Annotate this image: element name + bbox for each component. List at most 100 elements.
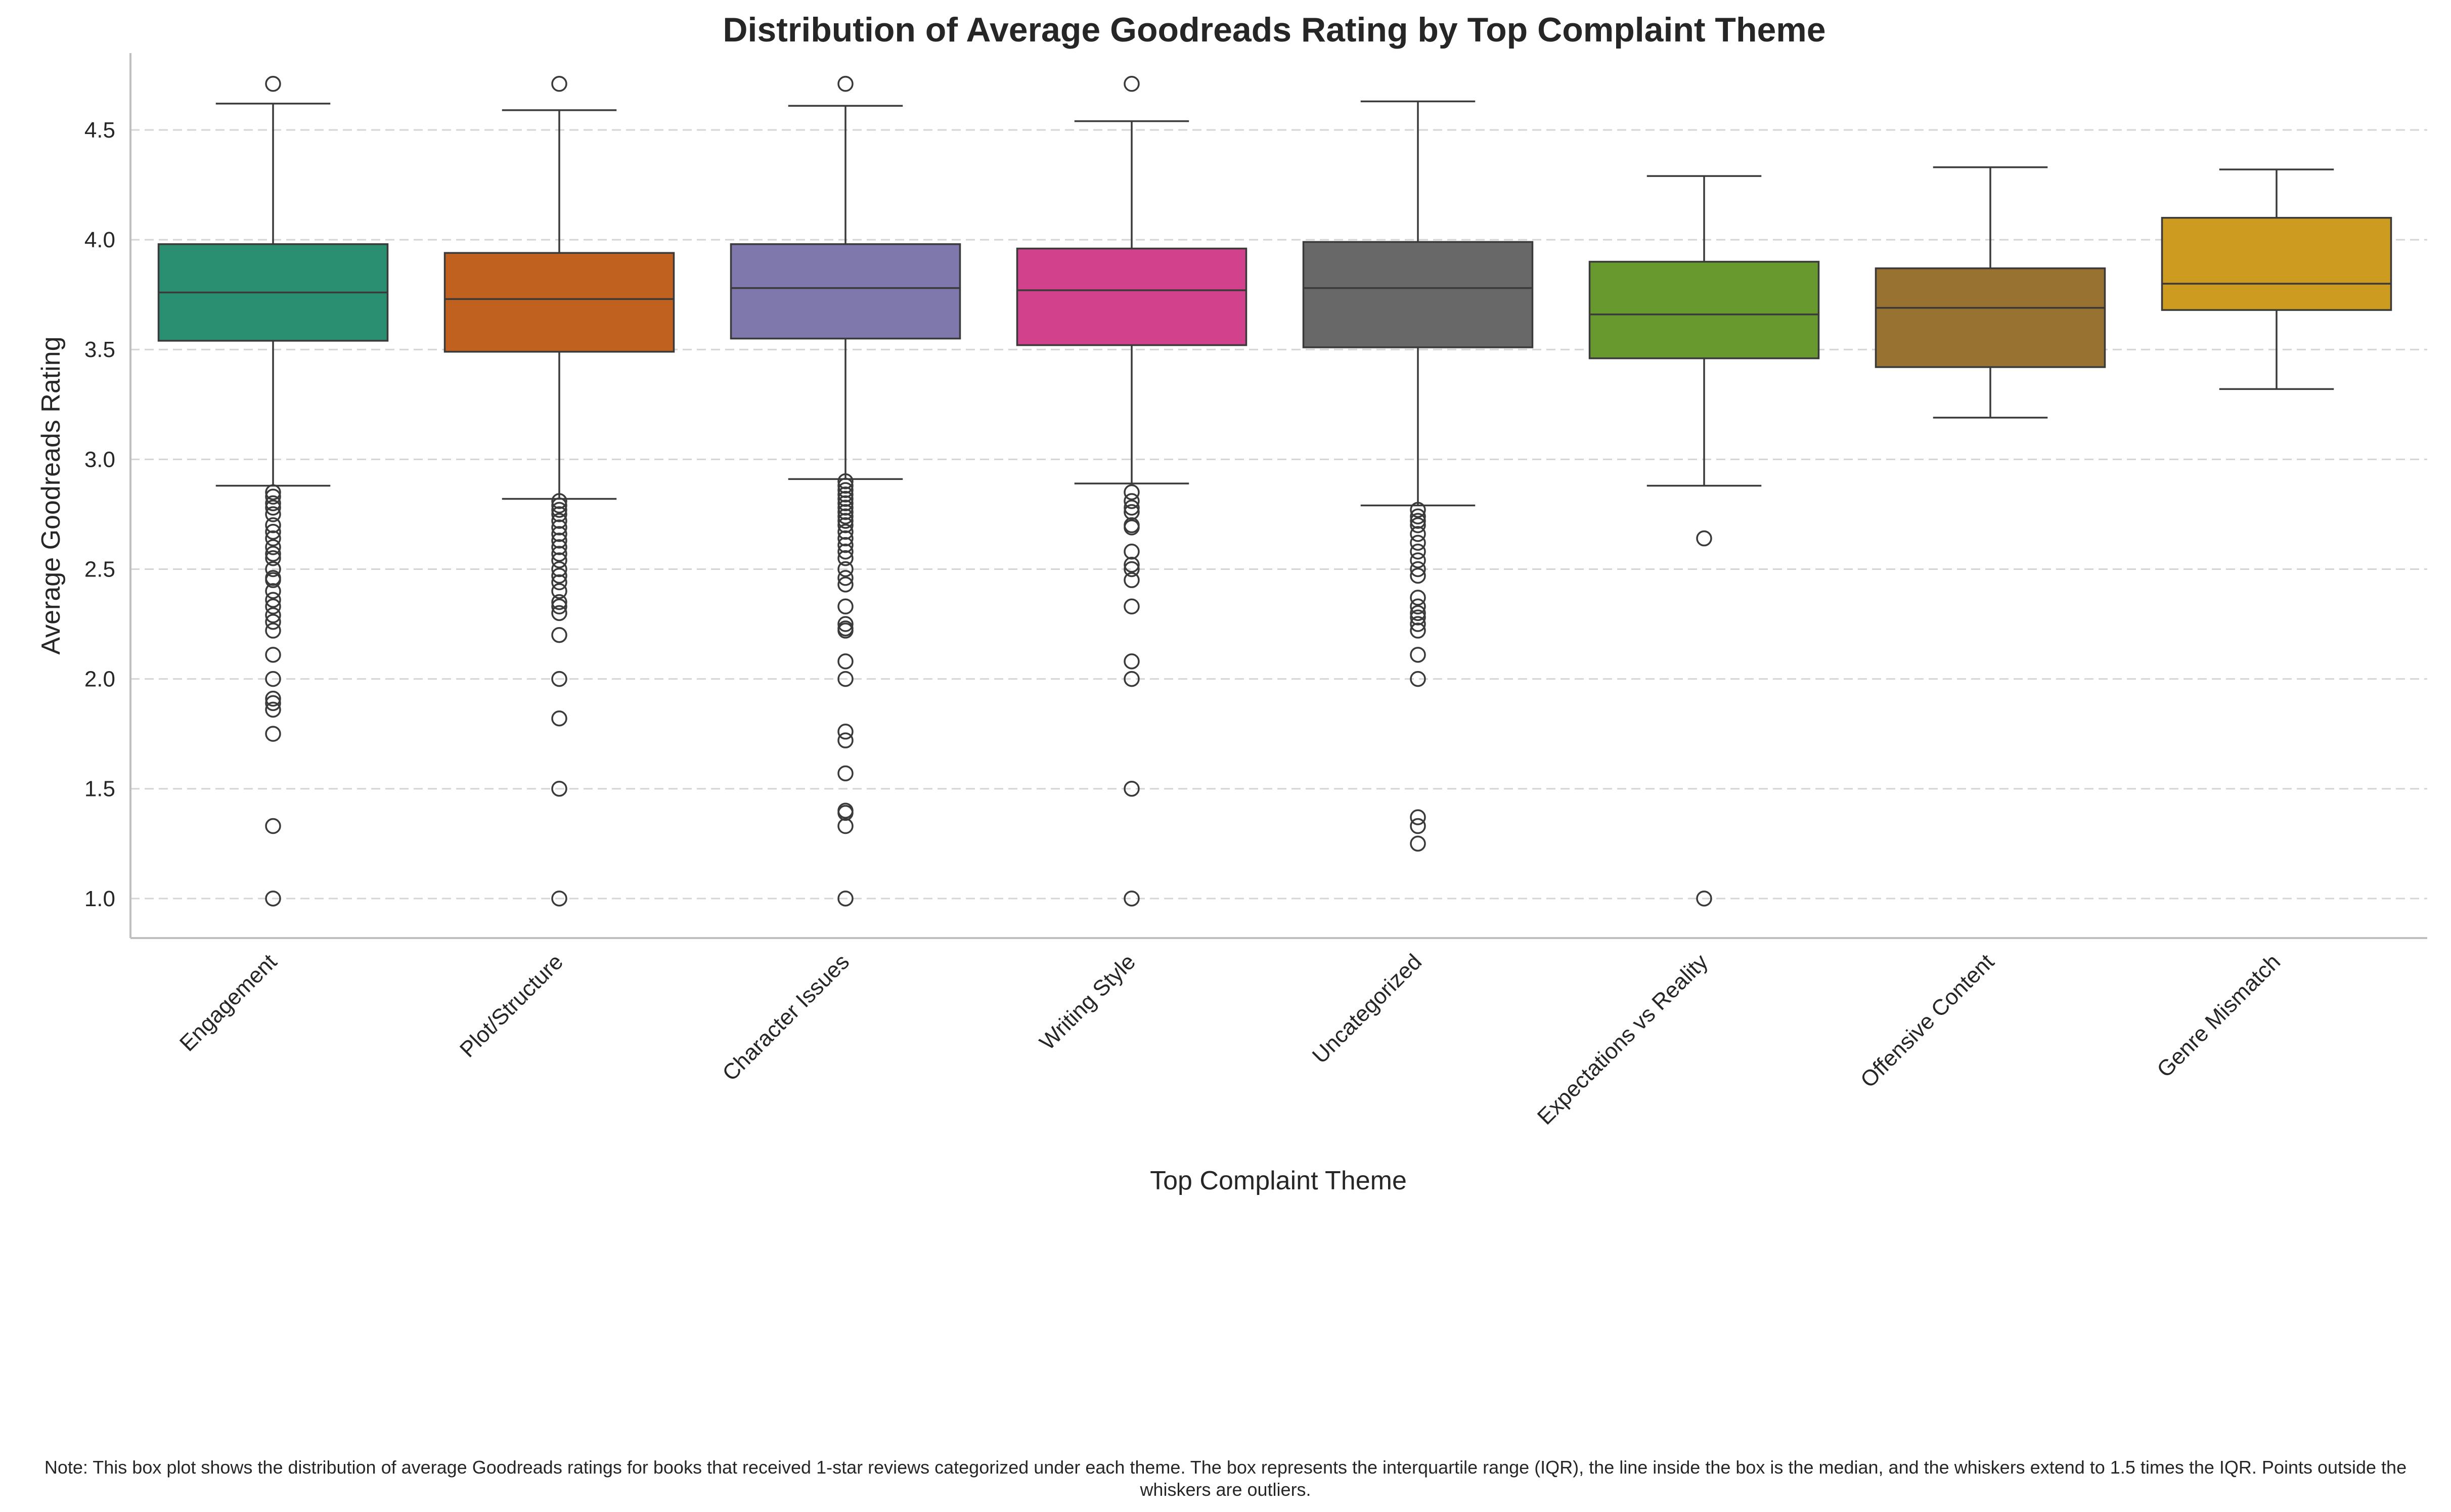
outlier-point [551,574,567,591]
iqr-box [730,243,961,340]
outlier-point [1124,572,1140,588]
outlier-point [837,805,854,821]
chart-title: Distribution of Average Goodreads Rating… [723,11,1825,49]
outlier-point [265,583,281,599]
box-group [1302,100,1534,852]
x-tick-label: Uncategorized [1308,949,1427,1068]
outlier-point [1410,567,1426,584]
outlier-point [837,550,854,566]
y-tick-label: 1.0 [84,886,115,911]
outlier-point [551,502,567,518]
outlier-point [551,76,567,92]
chart-note: Note: This box plot shows the distributi… [44,1457,2407,1500]
outlier-point [1124,543,1140,560]
iqr-box [2161,216,2392,311]
y-tick-label: 1.5 [84,777,115,802]
y-tick-label: 2.5 [84,557,115,582]
outlier-point [551,506,567,522]
y-gridlines [130,129,2427,900]
box-group [1588,175,1820,907]
x-tick-label: Genre Mismatch [2152,949,2285,1082]
outlier-point [265,484,281,501]
x-tick-label: Expectations vs Reality [1533,949,1713,1129]
outlier-point [265,671,281,687]
outlier-point [837,486,854,503]
y-tick-label: 4.5 [84,118,115,143]
outlier-point [551,594,567,610]
outlier-point [1410,598,1426,615]
outlier-point [265,488,281,505]
outlier-point [1124,561,1140,577]
outlier-point [1696,891,1712,907]
outlier-point [837,616,854,632]
outlier-point [1410,526,1426,542]
outlier-point [265,550,281,566]
outlier-point [1410,502,1426,518]
outlier-point [265,517,281,533]
outlier-point [1124,493,1140,509]
outlier-point [551,532,567,549]
outlier-point [837,732,854,748]
box-group [730,76,961,907]
outlier-point [837,76,854,92]
outlier-point [837,765,854,782]
axes [129,53,2427,939]
outlier-point [265,561,281,577]
outlier-point [837,491,854,507]
outlier-point [1124,519,1140,536]
outlier-point [1410,513,1426,529]
iqr-box [443,252,675,353]
outlier-point [551,671,567,687]
outlier-point [1124,500,1140,516]
y-tick-label: 4.0 [84,228,115,252]
outlier-point [265,622,281,639]
x-tick-label: Character Issues [718,949,854,1086]
outlier-point [265,818,281,834]
outlier-point [1124,598,1140,615]
y-axis-label: Average Goodreads Rating [36,336,66,654]
outlier-point [837,671,854,687]
iqr-box [1875,267,2106,368]
outlier-point [265,539,281,555]
outlier-point [265,726,281,742]
x-tick-label: Engagement [175,949,282,1056]
outlier-point [837,724,854,740]
outlier-point [265,607,281,624]
outlier-point [1410,622,1426,639]
y-tick-label: 3.0 [84,447,115,472]
outlier-point [1410,561,1426,577]
outlier-point [837,504,854,520]
outlier-point [837,530,854,547]
outlier-point [265,572,281,588]
outlier-point [551,605,567,621]
outlier-point [551,561,567,577]
outlier-point [1124,671,1140,687]
outlier-point [837,482,854,498]
outlier-point [837,653,854,670]
outlier-point [1124,653,1140,670]
box-group [2161,168,2392,390]
outlier-point [837,513,854,529]
outlier-point [265,76,281,92]
x-tick-labels: Engagement Plot/Structure Character Issues… [175,949,2285,1129]
box-group [157,76,389,907]
outlier-point [551,497,567,514]
outlier-point [265,695,281,711]
outlier-point [837,473,854,490]
outlier-point [265,523,281,540]
outlier-point [837,818,854,834]
outlier-point [551,567,567,584]
outlier-point [1124,484,1140,501]
outlier-point [1124,557,1140,573]
x-tick-label: Writing Style [1035,949,1140,1055]
outlier-point [551,627,567,643]
outlier-point [837,622,854,639]
outlier-point [837,598,854,615]
outlier-point [837,543,854,560]
outlier-point [265,506,281,522]
outlier-point [265,530,281,547]
y-tick-label: 2.0 [84,667,115,692]
outlier-point [551,493,567,509]
x-tick-label: Plot/Structure [455,949,568,1062]
